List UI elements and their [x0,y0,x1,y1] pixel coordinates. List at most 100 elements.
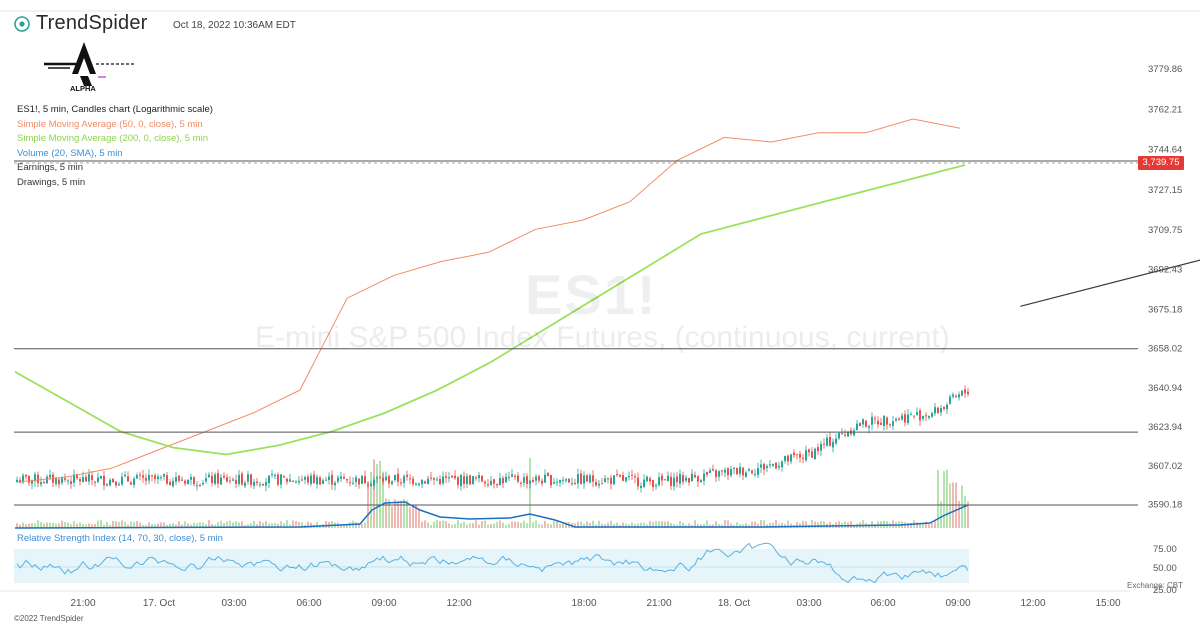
candle-body [265,481,267,486]
legend-sma200[interactable]: Simple Moving Average (200, 0, close), 5… [17,133,208,145]
candle-body [586,475,588,482]
candle-body [172,481,174,487]
volume-bar [85,524,87,528]
sma50-line [16,118,961,483]
candle-body [835,438,837,444]
candle-body [415,483,417,485]
candle-body [604,478,606,483]
candle-body [757,468,759,475]
candle-body [877,420,879,425]
candle-body [202,482,204,485]
volume-bar [523,520,525,528]
volume-bar [421,521,423,528]
volume-bar [103,524,105,528]
volume-bar [556,521,558,528]
candle-body [322,480,324,484]
volume-bar [697,523,699,528]
rsi-line [16,542,969,584]
candle-body [457,477,459,485]
volume-bar [577,521,579,528]
candle-body [679,473,681,484]
candle-body [517,475,519,482]
volume-bar [961,485,963,528]
volume-bar [118,521,120,528]
volume-bar [967,501,969,528]
candle-body [400,482,402,484]
volume-bar [151,523,153,528]
legend-main[interactable]: ES1!, 5 min, Candles chart (Logarithmic … [17,104,213,115]
candle-body [769,464,771,466]
candle-body [490,480,492,485]
volume-bar [199,522,201,528]
volume-bar [445,521,447,528]
candle-body [568,478,570,483]
candle-body [502,478,504,484]
volume-bar [202,522,204,528]
volume-bar [781,522,783,528]
volume-bar [388,499,390,528]
rsi-legend[interactable]: Relative Strength Index (14, 70, 30, clo… [17,533,223,544]
candle-body [340,476,342,479]
candle-body [241,473,243,485]
volume-bar [28,523,30,528]
candle-body [310,475,312,484]
volume-bar [436,520,438,528]
volume-bar [43,523,45,528]
candle-body [919,410,921,421]
legend-sma50[interactable]: Simple Moving Average (50, 0, close), 5 … [17,118,203,130]
candle-body [133,478,135,485]
volume-bar [148,522,150,528]
candle-body [865,420,867,427]
candle-body [283,476,285,478]
candle-body [967,391,969,394]
volume-bar [358,523,360,528]
candle-body [301,479,303,481]
candle-body [106,483,108,486]
candle-body [484,481,486,484]
candle-body [907,414,909,423]
candle-body [949,396,951,404]
candle-body [730,468,732,476]
volume-bar [451,524,453,528]
volume-bar [478,524,480,528]
legend-earnings[interactable]: Earnings, 5 min [17,162,84,174]
candle-body [871,416,873,425]
volume-bar [823,521,825,528]
candle-body [538,476,540,481]
volume-bar [166,524,168,528]
candle-body [127,476,129,482]
candle-body [619,475,621,477]
brand[interactable]: TrendSpider [14,12,148,35]
volume-bar [799,523,801,528]
candle-body [622,475,624,481]
volume-bar [679,520,681,528]
legend-volume[interactable]: Volume (20, SMA), 5 min [17,147,123,159]
volume-bar [382,471,384,528]
volume-bar [181,524,183,528]
time-tick-label: 12:00 [1020,598,1045,609]
candle-body [307,476,309,483]
candle-body [28,475,30,483]
volume-bar [682,522,684,528]
volume-bar [655,520,657,528]
volume-bar [601,523,603,528]
candle-body [607,478,609,480]
volume-bar [175,524,177,528]
volume-bar [658,521,660,528]
volume-bar [391,506,393,528]
candle-body [469,475,471,485]
candle-body [136,475,138,479]
candle-body [784,455,786,461]
volume-bar [100,520,102,528]
volume-bar [394,499,396,528]
legend-drawings[interactable]: Drawings, 5 min [17,176,86,188]
volume-bar [736,522,738,528]
candle-body [316,477,318,485]
volume-bar [163,522,165,528]
candle-body [721,470,723,472]
candle-body [760,464,762,468]
candle-body [355,477,357,483]
candle-body [904,414,906,423]
candle-body [889,424,891,426]
